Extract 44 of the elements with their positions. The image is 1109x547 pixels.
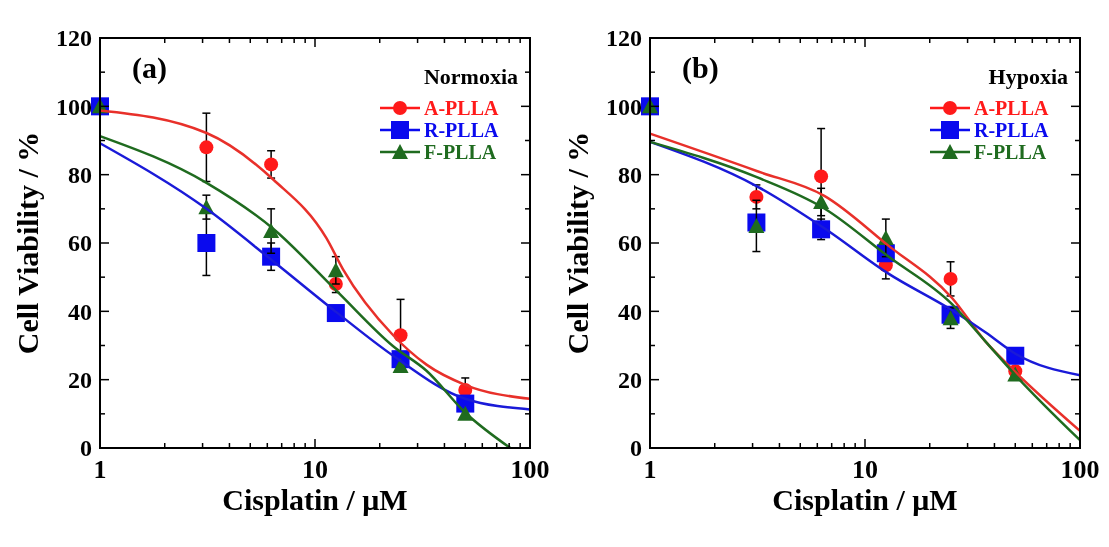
legend-title: Hypoxia [988,64,1068,89]
y-tick-label: 100 [606,93,642,120]
y-tick-label: 20 [68,367,92,394]
legend-label: F-PLLA [974,141,1047,163]
y-tick-label: 0 [80,435,92,462]
point [749,189,764,204]
point [264,157,279,172]
y-tick-label: 100 [56,93,92,120]
point [748,217,765,233]
x-axis-title: Cisplatin / μM [772,483,958,516]
annotation: (b) [682,51,719,85]
x-tick-label: 1 [643,455,657,484]
legend-label: R-PLLA [424,119,499,141]
point [199,140,214,155]
annotation: (a) [132,51,167,85]
point [942,310,959,326]
y-tick-label: 40 [68,298,92,325]
legend-title: Normoxia [423,64,518,89]
y-tick-label: 0 [630,435,642,462]
legend-label: F-PLLA [424,141,497,163]
y-axis-title: Cell Viability / % [11,131,44,355]
x-tick-label: 1 [93,455,107,484]
y-tick-label: 80 [68,162,92,189]
y-tick-label: 60 [618,230,642,257]
y-tick-label: 120 [56,25,92,52]
point [943,271,958,286]
x-tick-label: 100 [510,455,550,484]
point [392,358,409,373]
point [327,262,344,278]
x-tick-label: 100 [1060,455,1100,484]
legend-label: A-PLLA [424,97,499,119]
y-tick-label: 120 [606,25,642,52]
legend-label: R-PLLA [974,119,1049,141]
y-tick-label: 20 [618,367,642,394]
point [814,169,829,184]
x-tick-label: 10 [302,455,328,484]
legend-label: A-PLLA [974,97,1049,119]
x-axis-title: Cisplatin / μM [222,483,408,516]
y-tick-label: 60 [68,230,92,257]
point [197,234,216,252]
y-tick-label: 40 [618,298,642,325]
x-tick-label: 10 [852,455,878,484]
y-axis-title: Cell Viability / % [561,131,594,355]
y-tick-label: 80 [618,162,642,189]
